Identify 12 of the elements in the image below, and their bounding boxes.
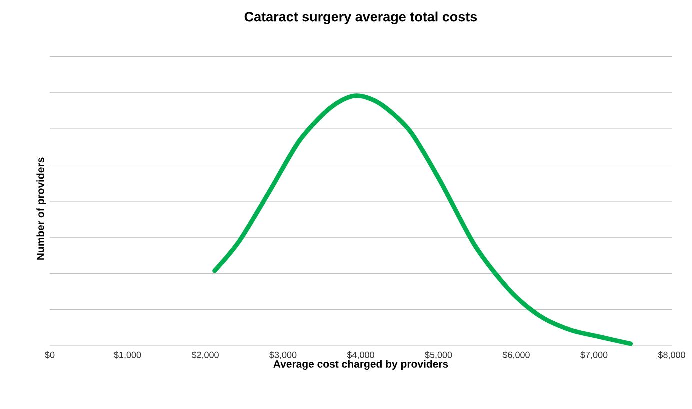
x-tick-label: $7,000	[580, 352, 608, 360]
x-tick-label: $1,000	[114, 352, 142, 360]
y-axis-title: Number of providers	[36, 158, 46, 260]
x-tick-label: $0	[45, 352, 55, 359]
x-tick-label: $2,000	[192, 352, 219, 360]
x-tick-label: $4,000	[347, 352, 374, 360]
x-tick-label: $3,000	[270, 352, 297, 360]
x-tick-label: $8,000	[658, 352, 686, 360]
x-tick-label: $5,000	[425, 352, 452, 360]
chart-title: Cataract surgery average total costs	[244, 12, 478, 24]
x-axis-title: Average cost charged by providers	[274, 360, 448, 370]
x-tick-label: $6,000	[502, 352, 530, 360]
